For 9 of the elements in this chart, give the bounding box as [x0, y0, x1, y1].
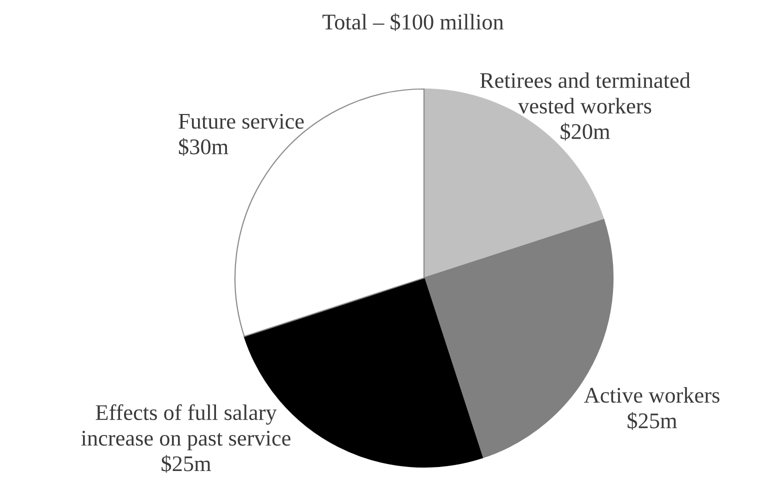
slice-label: Future service	[178, 114, 304, 129]
slice-label: Retirees and terminated vested workers	[480, 72, 690, 114]
data-label: $25m	[628, 412, 677, 430]
slice-label: Effects of full salary increase on past service	[81, 404, 290, 450]
slice-label: Active workers	[584, 387, 720, 403]
data-label: $25m	[162, 454, 211, 473]
data-label: $20m	[560, 122, 610, 141]
chart-title: Total – $100 million	[322, 13, 504, 32]
data-label: $30m	[178, 138, 228, 156]
